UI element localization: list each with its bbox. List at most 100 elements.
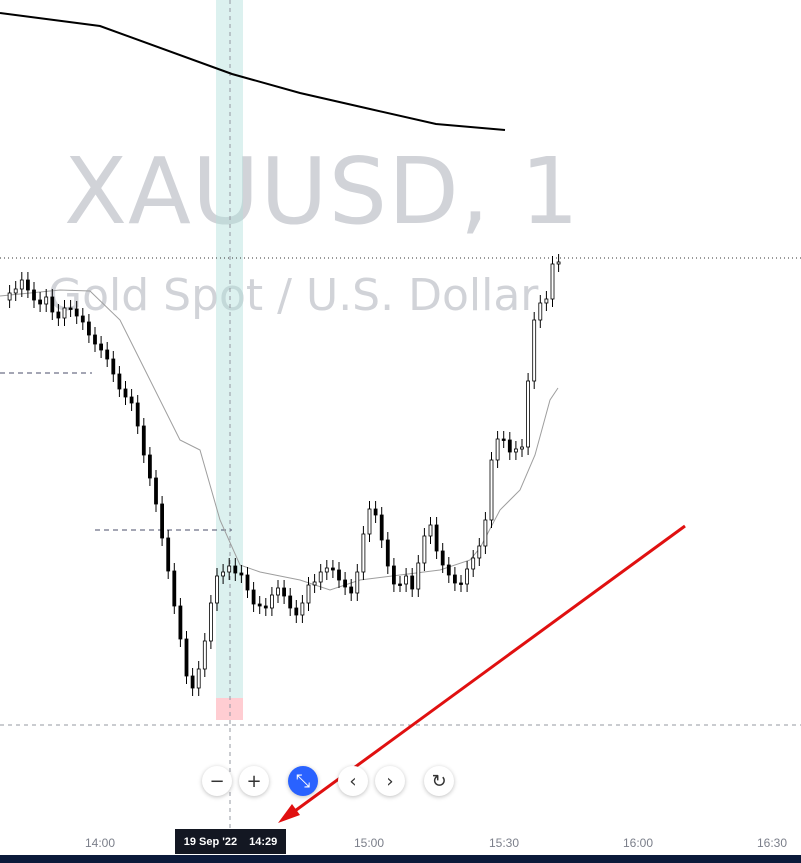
symbol-watermark: XAUUSD, 1 [64, 138, 580, 245]
candle [257, 603, 262, 607]
time-label: 14:00 [84, 836, 116, 850]
candle [190, 675, 195, 689]
candle [501, 438, 506, 441]
candle [379, 514, 384, 541]
candle [135, 402, 140, 427]
candles [7, 254, 561, 696]
candle [123, 388, 128, 398]
candle [25, 279, 30, 291]
candle [93, 334, 97, 345]
candle [196, 668, 201, 689]
scroll-right-button[interactable]: › [375, 766, 405, 796]
candle [398, 583, 402, 586]
candle [373, 508, 378, 516]
selection-highlight [216, 0, 243, 698]
candle [312, 581, 317, 586]
candle [172, 570, 177, 607]
candle [68, 307, 73, 310]
candle [452, 574, 457, 584]
candle [154, 477, 158, 505]
zoom-out-button[interactable]: − [202, 766, 232, 796]
candle [19, 279, 24, 290]
candle [50, 296, 55, 313]
candle [80, 315, 85, 323]
stop-zone [216, 698, 243, 720]
candle [166, 537, 171, 572]
candle [349, 586, 354, 594]
candle [489, 459, 494, 521]
candle [178, 605, 183, 640]
scroll-left-button[interactable]: ‹ [338, 766, 368, 796]
candle [105, 349, 110, 360]
candle [367, 508, 372, 535]
candle [13, 288, 18, 294]
refresh-icon[interactable]: ↻ [424, 766, 454, 796]
candle [74, 308, 79, 317]
candle [38, 299, 42, 305]
candle [208, 602, 213, 642]
cursor-date-label: 19 Sep '22 14:29 [175, 829, 286, 854]
candle [294, 607, 299, 616]
candle [111, 358, 116, 375]
candle [507, 439, 512, 453]
candle [428, 524, 433, 537]
candle [263, 605, 268, 609]
time-label: 16:30 [756, 836, 788, 850]
candle [288, 595, 293, 609]
candle [544, 298, 549, 304]
candle [233, 565, 238, 574]
candle [550, 263, 555, 300]
candle [300, 602, 305, 616]
candle [385, 539, 390, 567]
candle [251, 589, 256, 605]
candle [330, 567, 335, 571]
candle [520, 446, 524, 450]
candle [221, 571, 226, 577]
fast-ma-line [0, 289, 559, 591]
candle [318, 571, 323, 583]
candle [514, 448, 518, 453]
cursor-date: 19 Sep '22 [183, 835, 238, 848]
zoom-in-button[interactable]: + [239, 766, 269, 796]
candle [239, 572, 244, 576]
candle [440, 550, 445, 566]
time-label: 16:00 [622, 836, 654, 850]
description-watermark: Gold Spot / U.S. Dollar [48, 270, 539, 321]
candle [434, 524, 439, 552]
annotation-arrow-head [278, 804, 300, 823]
candle [459, 582, 463, 585]
candle [99, 343, 103, 351]
bottom-bar [0, 855, 801, 863]
candle [416, 562, 421, 590]
time-label: 15:00 [353, 836, 385, 850]
candle [215, 575, 219, 604]
candle [276, 587, 280, 596]
candle [477, 545, 482, 559]
candle [422, 535, 427, 564]
candle [361, 533, 366, 573]
cursor-time: 14:29 [249, 835, 278, 848]
candle [44, 296, 49, 305]
candle [324, 567, 329, 573]
slow-ma-line [0, 12, 506, 131]
reset-scale-button[interactable]: ⤡ [288, 766, 318, 796]
candle [556, 261, 561, 265]
candle [526, 380, 530, 448]
candle [56, 311, 61, 319]
candle [202, 640, 207, 670]
candle [227, 565, 232, 573]
candle [532, 319, 537, 382]
candle [355, 571, 360, 594]
candle [141, 425, 146, 456]
time-label: 15:30 [488, 836, 520, 850]
candle [471, 557, 476, 570]
candle [117, 373, 122, 390]
candle [282, 587, 287, 597]
candle [306, 584, 311, 604]
candle [495, 438, 500, 461]
candle [62, 307, 67, 319]
candle [483, 519, 488, 547]
candle [245, 574, 250, 591]
candle [129, 396, 134, 404]
